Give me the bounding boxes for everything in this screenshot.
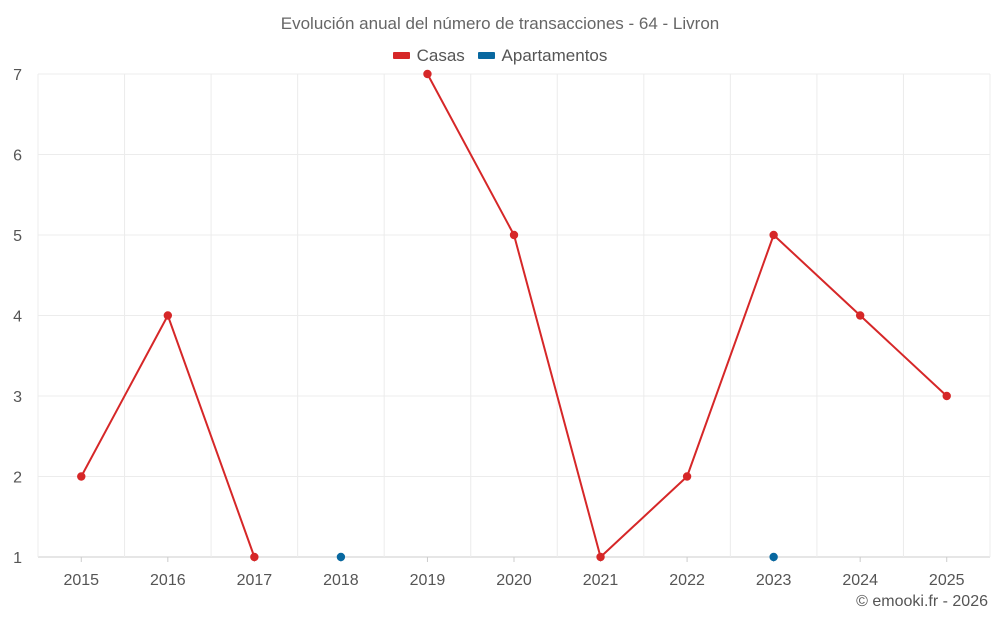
x-tick-label: 2018 xyxy=(323,572,359,589)
y-tick-label: 7 xyxy=(13,67,22,84)
legend-label-casas: Casas xyxy=(416,45,465,65)
x-tick-label: 2019 xyxy=(410,572,446,589)
x-tick-label: 2021 xyxy=(583,572,619,589)
x-tick-label: 2022 xyxy=(669,572,705,589)
legend-swatch-apartamentos xyxy=(477,52,495,59)
data-point-casas-2025 xyxy=(942,391,951,401)
data-point-casas-2024 xyxy=(855,311,865,320)
legend-item-casas[interactable]: Casas xyxy=(392,45,465,66)
y-tick-label: 6 xyxy=(13,148,22,165)
data-point-casas-2023 xyxy=(769,230,778,240)
data-point-casas-2016 xyxy=(163,311,173,320)
y-tick-label: 3 xyxy=(13,389,22,406)
legend: Casas Apartamentos xyxy=(0,44,1000,66)
series-casas xyxy=(77,69,951,562)
x-tick-label: 2017 xyxy=(237,572,273,589)
series-apartamentos xyxy=(336,552,778,562)
y-tick-label: 1 xyxy=(13,550,22,567)
x-tick-label: 2020 xyxy=(496,572,532,589)
data-point-casas-2015 xyxy=(77,472,86,481)
x-tick-label: 2025 xyxy=(929,572,965,589)
x-tick-label: 2024 xyxy=(842,572,878,589)
data-point-casas-2022 xyxy=(682,472,692,481)
legend-item-apartamentos[interactable]: Apartamentos xyxy=(477,45,608,66)
x-tick-label: 2015 xyxy=(63,572,99,589)
y-tick-label: 2 xyxy=(13,470,22,487)
credit-text: © emooki.fr - 2026 xyxy=(856,593,988,610)
legend-label-apartamentos: Apartamentos xyxy=(501,45,608,65)
x-tick-label: 2023 xyxy=(756,572,792,589)
data-point-apartamentos-2018 xyxy=(336,552,346,562)
gridlines xyxy=(37,73,991,558)
data-point-casas-2017 xyxy=(250,552,259,562)
data-point-apartamentos-2023 xyxy=(769,552,778,562)
data-point-casas-2019 xyxy=(423,69,432,79)
legend-swatch-casas xyxy=(392,52,410,59)
y-tick-label: 4 xyxy=(13,309,22,326)
data-point-casas-2021 xyxy=(596,552,605,562)
x-tick-label: 2016 xyxy=(150,572,186,589)
data-point-casas-2020 xyxy=(509,230,519,240)
y-tick-label: 5 xyxy=(13,228,22,245)
chart-title: Evolución anual del número de transaccio… xyxy=(280,14,720,33)
series-line-casas xyxy=(80,314,256,558)
